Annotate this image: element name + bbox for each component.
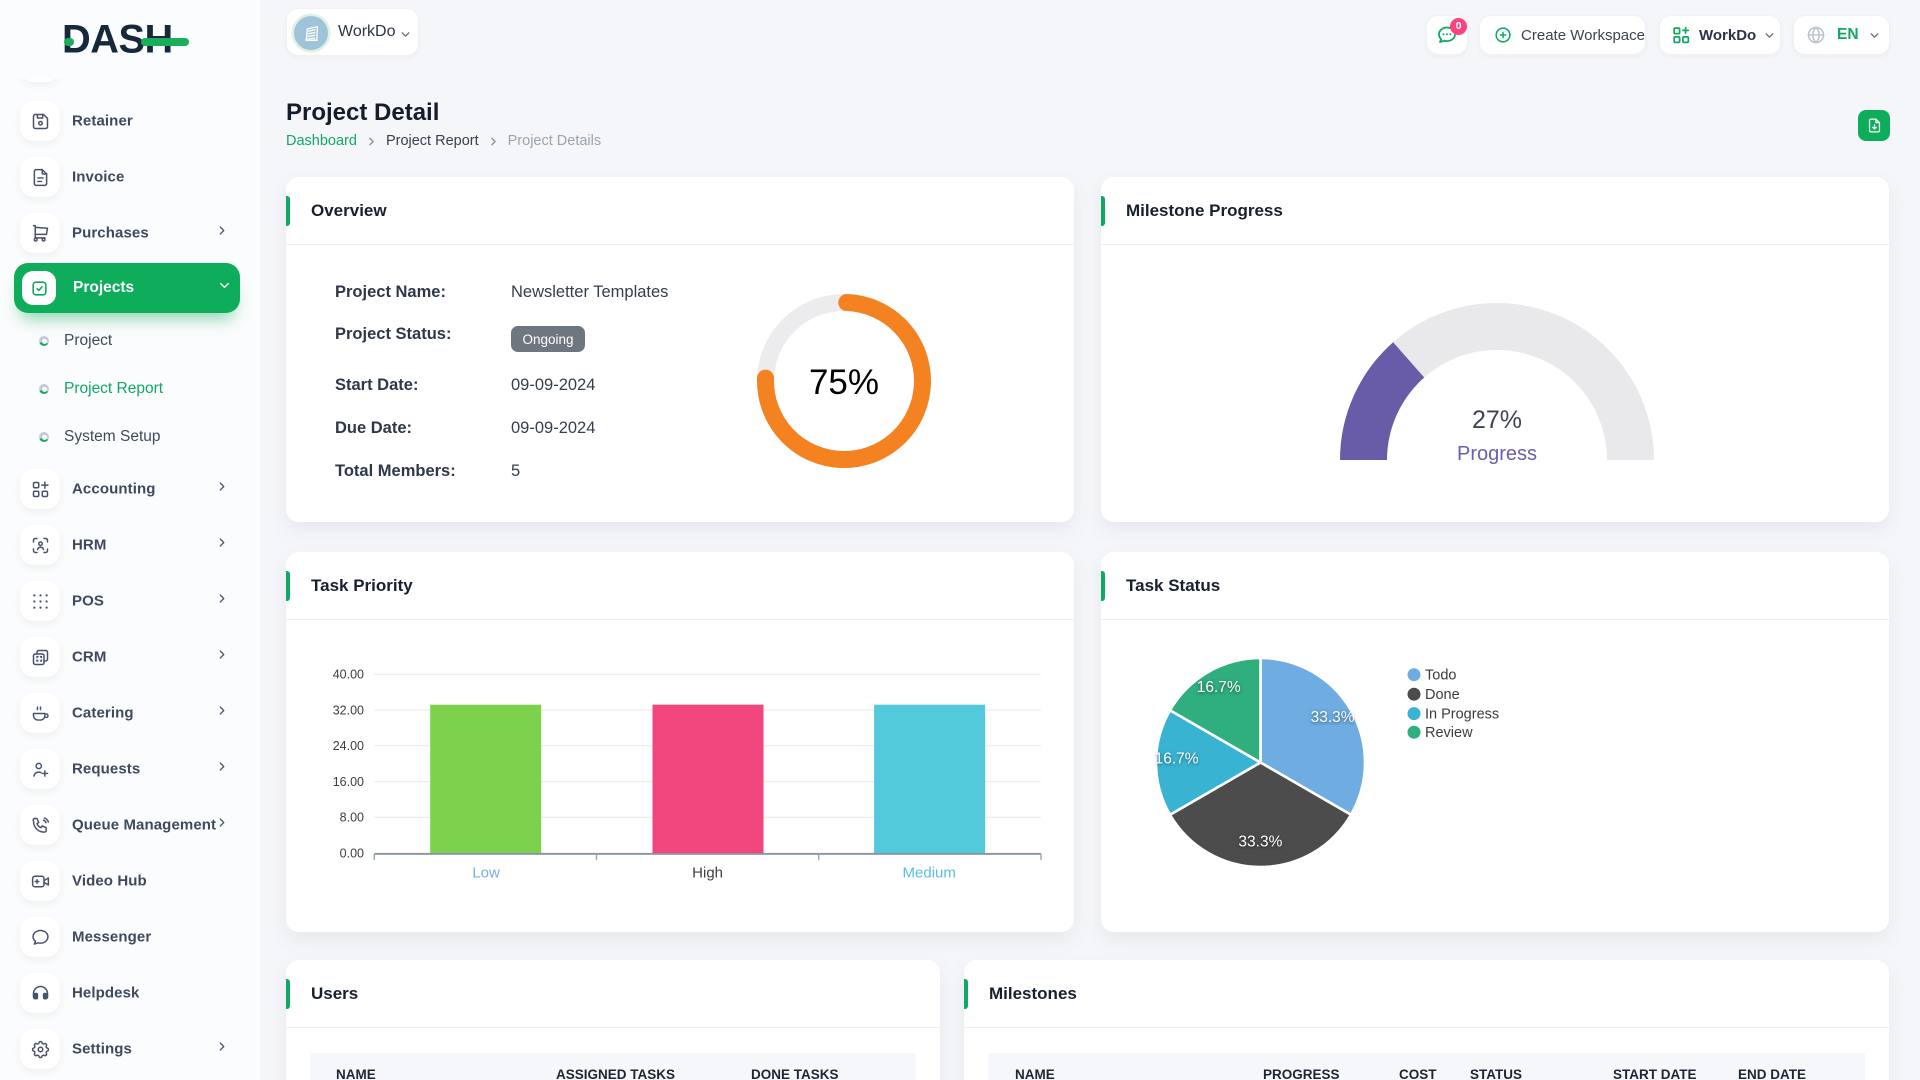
svg-text:16.00: 16.00 <box>333 775 364 789</box>
svg-text:High: High <box>692 864 723 881</box>
svg-text:Review: Review <box>1425 725 1473 741</box>
svg-text:Done: Done <box>1425 687 1460 703</box>
svg-text:40.00: 40.00 <box>333 668 364 682</box>
svg-text:16.7%: 16.7% <box>1155 750 1199 767</box>
svg-text:8.00: 8.00 <box>340 811 364 825</box>
svg-text:Medium: Medium <box>903 864 956 881</box>
svg-text:32.00: 32.00 <box>333 703 364 717</box>
svg-text:33.3%: 33.3% <box>1311 709 1355 726</box>
svg-text:Todo: Todo <box>1425 668 1456 684</box>
svg-text:0.00: 0.00 <box>340 846 364 860</box>
svg-text:Low: Low <box>472 864 500 881</box>
svg-text:16.7%: 16.7% <box>1197 679 1241 696</box>
svg-text:In Progress: In Progress <box>1425 707 1499 723</box>
svg-text:33.3%: 33.3% <box>1238 834 1282 851</box>
svg-text:24.00: 24.00 <box>333 739 364 753</box>
